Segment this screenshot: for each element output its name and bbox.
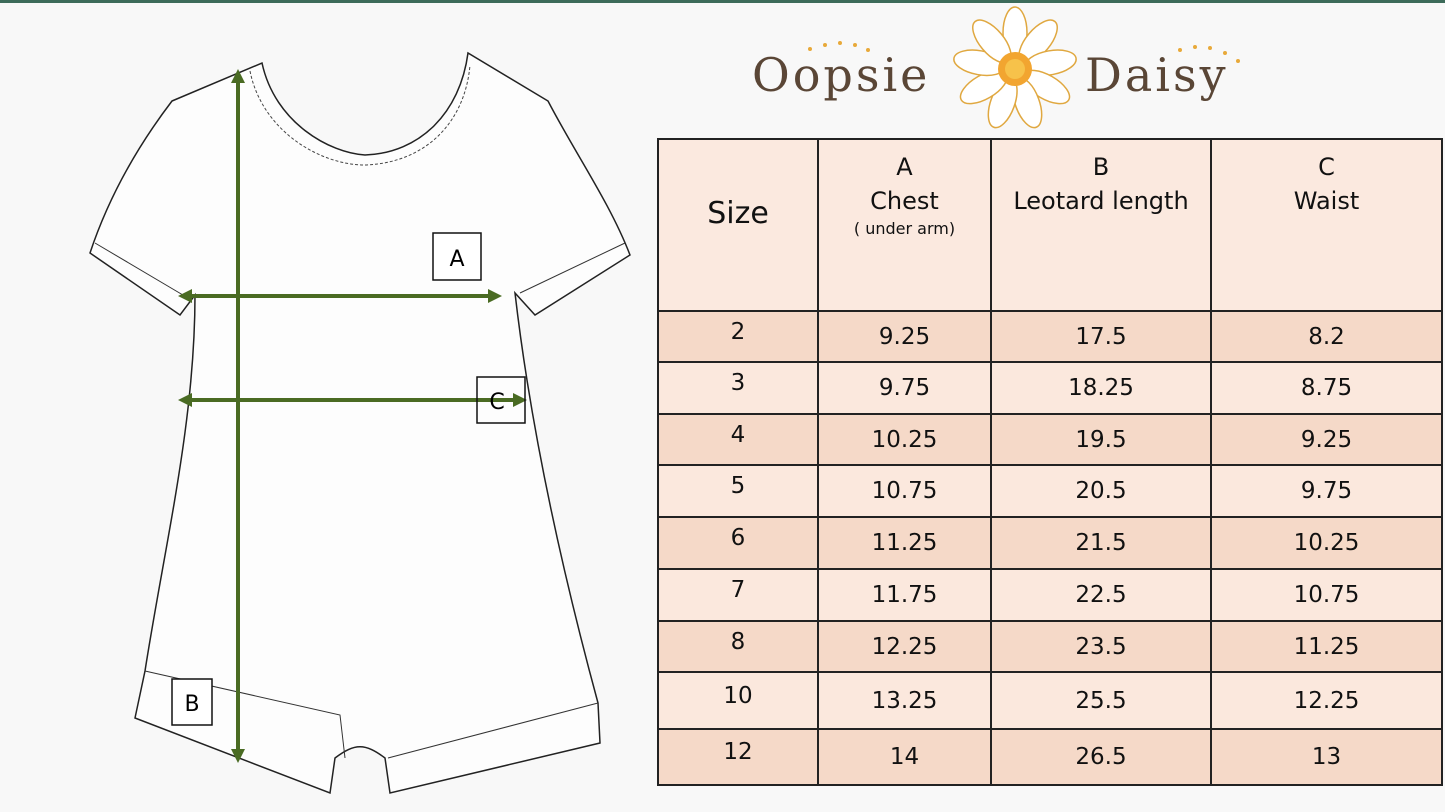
column-letter: A bbox=[896, 153, 913, 181]
column-letter: B bbox=[1092, 153, 1110, 181]
table-row: 12 14 26.5 13 bbox=[657, 728, 1443, 786]
measure-cell: 9.25 bbox=[1210, 413, 1443, 466]
measure-cell: 8.75 bbox=[1210, 361, 1443, 415]
measure-cell: 11.75 bbox=[817, 568, 992, 622]
measure-cell: 19.5 bbox=[990, 413, 1212, 466]
header-cell: B Leotard length bbox=[990, 138, 1212, 312]
table-row: 10 13.25 25.5 12.25 bbox=[657, 671, 1443, 730]
table-row: 8 12.25 23.5 11.25 bbox=[657, 620, 1443, 673]
label-box bbox=[171, 678, 213, 726]
measure-cell: 10.25 bbox=[1210, 516, 1443, 570]
measure-cell: 12.25 bbox=[817, 620, 992, 673]
diagram-label: B bbox=[184, 692, 199, 717]
logo: Oopsie Daisy bbox=[752, 6, 1240, 129]
table-row: 4 10.25 19.5 9.25 bbox=[657, 413, 1443, 466]
header-cell: C Waist bbox=[1210, 138, 1443, 312]
measure-cell: 9.75 bbox=[817, 361, 992, 415]
logo-text: Oopsie bbox=[752, 48, 930, 102]
measure-cell: 20.5 bbox=[990, 464, 1212, 518]
measure-cell: 10.25 bbox=[817, 413, 992, 466]
size-cell: 8 bbox=[657, 620, 819, 673]
size-cell: 2 bbox=[657, 310, 819, 363]
measure-cell: 13.25 bbox=[817, 671, 992, 730]
measure-cell: 23.5 bbox=[990, 620, 1212, 673]
column-note: ( under arm) bbox=[853, 219, 956, 238]
label-box bbox=[476, 376, 526, 424]
size-cell: 10 bbox=[657, 671, 819, 730]
romper-outline bbox=[89, 51, 631, 795]
measure-cell: 18.25 bbox=[990, 361, 1212, 415]
logo-dots bbox=[808, 41, 1240, 63]
size-cell: 7 bbox=[657, 568, 819, 622]
measure-cell: 21.5 bbox=[990, 516, 1212, 570]
size-cell: 5 bbox=[657, 464, 819, 518]
measure-cell: 22.5 bbox=[990, 568, 1212, 622]
column-letter: C bbox=[1318, 153, 1335, 181]
header-cell: A Chest ( under arm) bbox=[817, 138, 992, 312]
measure-cell: 10.75 bbox=[817, 464, 992, 518]
size-table: Size A Chest ( under arm) B Leotard length C Wa… bbox=[657, 138, 1443, 786]
size-cell: 12 bbox=[657, 728, 819, 786]
romper-diagram: A B C bbox=[89, 51, 631, 795]
measure-cell: 12.25 bbox=[1210, 671, 1443, 730]
column-name: Leotard length bbox=[1013, 187, 1189, 215]
measure-cell: 11.25 bbox=[817, 516, 992, 570]
table-row: 7 11.75 22.5 10.75 bbox=[657, 568, 1443, 622]
table-row: 2 9.25 17.5 8.2 bbox=[657, 310, 1443, 363]
measure-cell: 13 bbox=[1210, 728, 1443, 786]
logo-text: Daisy bbox=[1085, 48, 1229, 102]
header-cell: Size bbox=[657, 138, 819, 312]
label-box bbox=[432, 232, 482, 281]
measure-cell: 26.5 bbox=[990, 728, 1212, 786]
measure-cell: 8.2 bbox=[1210, 310, 1443, 363]
measure-cell: 9.75 bbox=[1210, 464, 1443, 518]
daisy bbox=[953, 6, 1077, 129]
size-cell: 4 bbox=[657, 413, 819, 466]
diagram-label: C bbox=[489, 390, 504, 415]
measure-cell: 10.75 bbox=[1210, 568, 1443, 622]
measure-cell: 11.25 bbox=[1210, 620, 1443, 673]
diagram-label: A bbox=[449, 247, 464, 272]
column-name: Chest bbox=[870, 187, 939, 215]
size-cell: 3 bbox=[657, 361, 819, 415]
measure-cell: 25.5 bbox=[990, 671, 1212, 730]
cuff-seams bbox=[94, 242, 626, 759]
header-row: Size A Chest ( under arm) B Leotard length C Wa… bbox=[657, 138, 1443, 312]
column-name: Waist bbox=[1293, 187, 1360, 215]
measure-cell: 14 bbox=[817, 728, 992, 786]
measure-cell: 17.5 bbox=[990, 310, 1212, 363]
table-row: 6 11.25 21.5 10.25 bbox=[657, 516, 1443, 570]
measure-arrows bbox=[178, 69, 527, 763]
size-cell: 6 bbox=[657, 516, 819, 570]
table-row: 5 10.75 20.5 9.75 bbox=[657, 464, 1443, 518]
measure-cell: 9.25 bbox=[817, 310, 992, 363]
table-row: 3 9.75 18.25 8.75 bbox=[657, 361, 1443, 415]
